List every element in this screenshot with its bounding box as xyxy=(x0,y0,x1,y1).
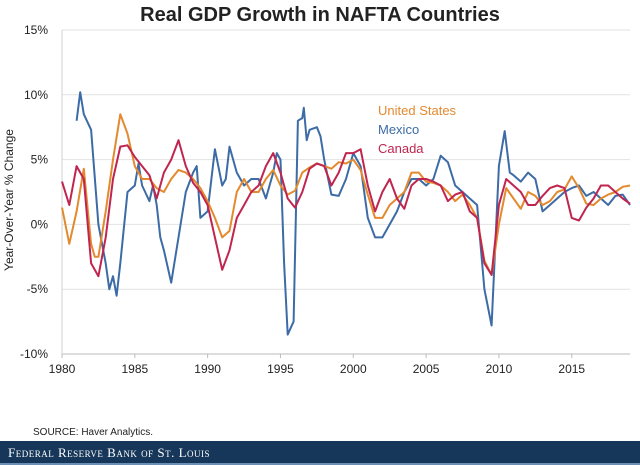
legend-entry: United States xyxy=(378,103,457,118)
footer-banner: Federal Reserve Bank of St. Louis xyxy=(0,441,640,465)
x-tick-label: 2000 xyxy=(340,362,367,376)
footer-logo-text: Federal Reserve Bank of St. Louis xyxy=(8,445,211,460)
y-tick-label: 5% xyxy=(31,153,49,167)
y-tick-label: -10% xyxy=(20,347,48,361)
y-axis-label: Year-Over-Year % Change xyxy=(2,129,16,271)
y-tick-label: 10% xyxy=(24,88,48,102)
source-note: SOURCE: Haver Analytics. xyxy=(33,427,154,438)
x-tick-label: 1985 xyxy=(121,362,148,376)
x-tick-label: 2015 xyxy=(558,362,585,376)
legend-entry: Canada xyxy=(378,141,424,156)
y-tick-label: 15% xyxy=(24,23,48,37)
legend-entry: Mexico xyxy=(378,122,419,137)
series-line-mexico xyxy=(75,91,631,336)
x-tick-label: 1990 xyxy=(194,362,221,376)
x-tick-label: 2010 xyxy=(486,362,513,376)
line-chart: 15% 10% 5% 0% -5% -10%1980 1985 1990 1995 2000 200… xyxy=(2,23,631,376)
x-tick-label: 1995 xyxy=(267,362,294,376)
series-line-canada xyxy=(61,139,631,278)
y-tick-label: -5% xyxy=(27,282,49,296)
x-tick-label: 1980 xyxy=(49,362,76,376)
x-tick-label: 2005 xyxy=(413,362,440,376)
chart-title: Real GDP Growth in NAFTA Countries xyxy=(140,4,500,26)
y-tick-label: 0% xyxy=(31,217,49,231)
